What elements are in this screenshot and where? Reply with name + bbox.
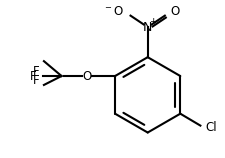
- Text: $^-$O: $^-$O: [103, 5, 124, 18]
- Text: F: F: [30, 70, 37, 82]
- Text: N: N: [142, 21, 152, 34]
- Text: O: O: [82, 70, 92, 82]
- Text: F: F: [33, 65, 40, 78]
- Text: Cl: Cl: [205, 121, 216, 134]
- Text: +: +: [148, 17, 156, 26]
- Text: F: F: [33, 74, 40, 87]
- Text: O: O: [170, 5, 179, 18]
